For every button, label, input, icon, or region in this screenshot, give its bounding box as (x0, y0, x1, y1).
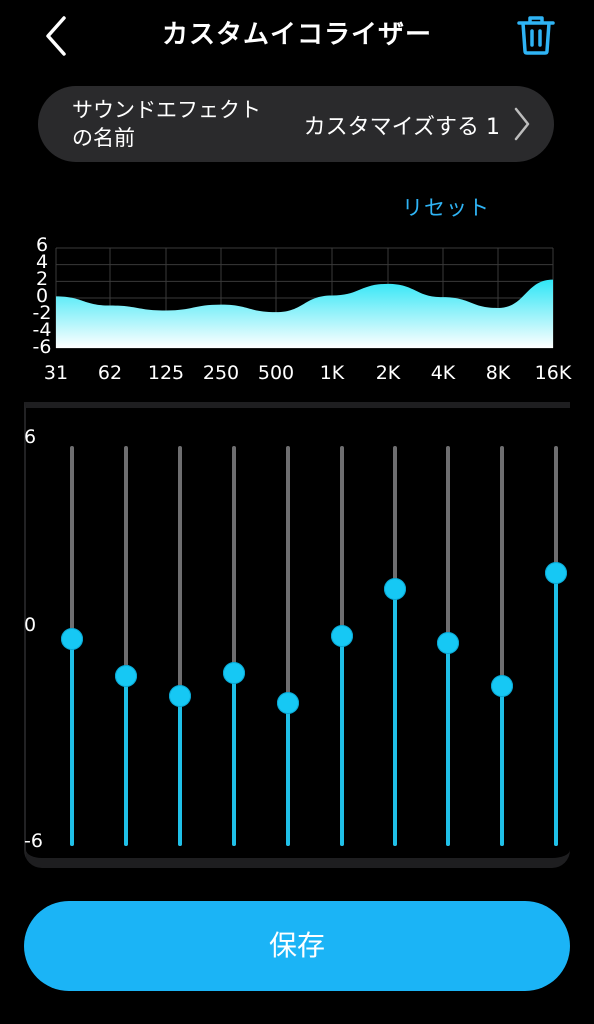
eq-slider-8k[interactable] (491, 446, 513, 846)
slider-knob[interactable] (169, 685, 191, 707)
slider-knob[interactable] (223, 661, 245, 684)
freq-label: 16K (534, 362, 572, 384)
slider-fill (340, 636, 344, 846)
curve-y-label: 4 (35, 251, 49, 273)
slider-track (124, 446, 128, 846)
slider-knob[interactable] (331, 625, 353, 647)
slider-fill (393, 589, 397, 846)
slider-scale-min: -6 (24, 830, 43, 852)
eq-slider-250[interactable] (223, 446, 245, 846)
chevron-left-icon (46, 16, 66, 56)
freq-label: 125 (147, 362, 185, 384)
slider-fill (500, 686, 504, 846)
eq-slider-1k[interactable] (331, 446, 353, 846)
slider-fill (70, 639, 74, 846)
freq-label: 1K (319, 362, 345, 384)
header-bar: カスタムイコライザー (0, 0, 594, 76)
slider-knob[interactable] (491, 675, 513, 697)
freq-label: 31 (43, 362, 69, 384)
effect-name-value: カスタマイズする 1 (303, 115, 500, 140)
slider-scale-mid: 0 (24, 614, 37, 636)
slider-knob[interactable] (545, 561, 567, 584)
slider-panel (24, 402, 570, 868)
freq-label: 500 (257, 362, 295, 384)
back-button[interactable] (40, 14, 76, 58)
reset-button[interactable]: リセット (402, 196, 490, 220)
freq-label: 2K (375, 362, 401, 384)
eq-curve-area (56, 279, 553, 348)
curve-y-label: 2 (35, 268, 49, 290)
delete-button[interactable] (514, 13, 558, 57)
slider-track (500, 446, 504, 846)
eq-slider-500[interactable] (277, 446, 299, 846)
slider-knob[interactable] (277, 691, 299, 714)
eq-slider-16k[interactable] (545, 446, 567, 846)
eq-curve-plot (55, 247, 554, 349)
eq-curve-chart: 6 4 2 0 -2 -4 -6 (0, 236, 594, 386)
slider-fill (124, 676, 128, 846)
slider-knob[interactable] (61, 628, 83, 651)
curve-y-label: 0 (35, 285, 49, 307)
slider-track (286, 446, 290, 846)
save-button[interactable]: 保存 (24, 901, 570, 991)
slider-knob[interactable] (115, 665, 137, 687)
eq-slider-4k[interactable] (437, 446, 459, 846)
freq-label: 8K (485, 362, 511, 384)
curve-y-label: -2 (32, 302, 52, 324)
eq-slider-125[interactable] (169, 446, 191, 846)
eq-slider-31[interactable] (61, 446, 83, 846)
freq-label: 62 (97, 362, 123, 384)
trash-icon (517, 16, 555, 55)
curve-y-label: -6 (32, 336, 52, 358)
slider-knob[interactable] (437, 631, 459, 654)
slider-knob[interactable] (384, 578, 406, 601)
chevron-right-icon (514, 107, 530, 141)
eq-slider-62[interactable] (115, 446, 137, 846)
frequency-labels: 31 62 125 250 500 1K 2K 4K 8K 16K (0, 362, 594, 390)
curve-y-label: -4 (32, 319, 52, 341)
slider-track (232, 446, 236, 846)
eq-slider-2k[interactable] (384, 446, 406, 846)
slider-track (178, 446, 182, 846)
slider-fill (232, 672, 236, 846)
effect-name-label: サウンドエフェクト の名前 (72, 98, 261, 150)
effect-name-selector[interactable]: サウンドエフェクト の名前 カスタマイズする 1 (38, 86, 554, 162)
slider-fill (446, 642, 450, 846)
page-title: カスタムイコライザー (161, 20, 432, 50)
slider-fill (286, 702, 290, 846)
freq-label: 250 (202, 362, 240, 384)
slider-fill (554, 572, 558, 846)
slider-scale-max: 6 (24, 426, 37, 448)
slider-fill (178, 696, 182, 846)
freq-label: 4K (430, 362, 456, 384)
curve-y-label: 6 (35, 234, 49, 256)
